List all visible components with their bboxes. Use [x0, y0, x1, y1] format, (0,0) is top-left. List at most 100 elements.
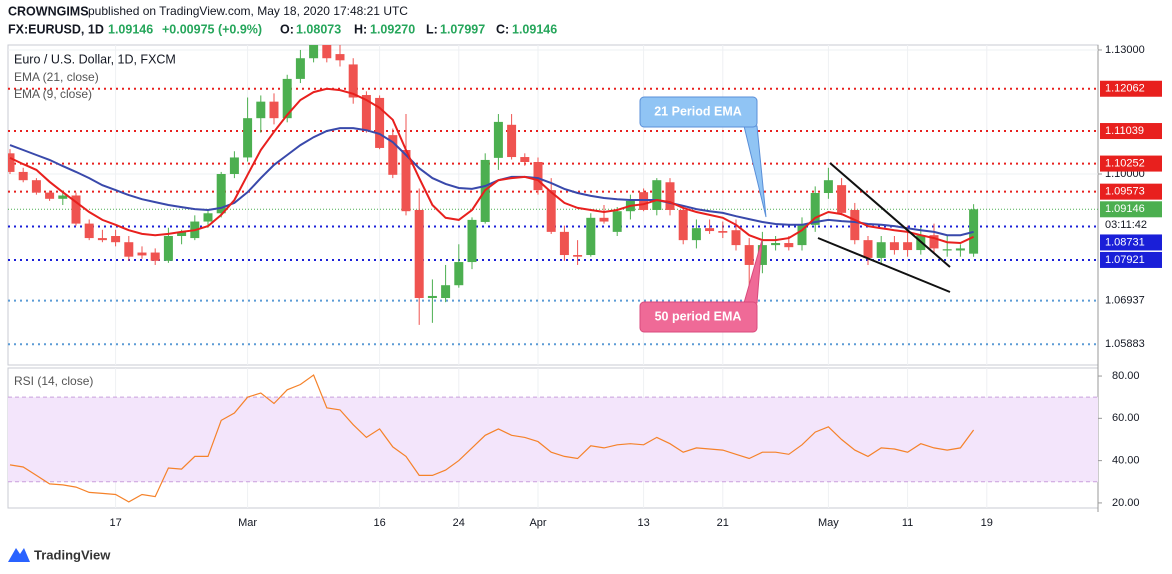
candle-body	[137, 252, 147, 256]
candle-body	[31, 180, 41, 193]
symbol-line: FX:EURUSD, 1D 1.09146 +0.00975 (+0.9%) O…	[8, 22, 557, 36]
candle-body	[507, 124, 517, 158]
ohlc-label: H:	[354, 22, 367, 36]
rsi-y-tick-label: 40.00	[1112, 455, 1140, 467]
candle-body	[586, 217, 596, 256]
level-label-box	[1100, 183, 1162, 200]
ohlc-label: O:	[280, 22, 294, 36]
candle-body	[810, 193, 820, 225]
callout-box	[639, 301, 758, 333]
candle-body	[348, 64, 358, 98]
candle-body	[612, 211, 622, 232]
candle-body	[375, 97, 385, 148]
level-label-box	[1100, 155, 1162, 172]
candle-body	[876, 242, 886, 258]
logo-icon	[8, 548, 30, 562]
last-price-label: 1.09146	[1105, 203, 1145, 215]
ohlc-label: C:	[496, 22, 509, 36]
x-tick-label: May	[818, 517, 839, 529]
candle-body	[678, 209, 688, 241]
candle-body	[309, 45, 319, 59]
x-tick-label: 19	[981, 517, 993, 529]
rsi-y-tick-label: 20.00	[1112, 497, 1140, 509]
candle-body	[533, 162, 543, 191]
level-label: 1.11039	[1105, 125, 1144, 137]
candle-body	[652, 180, 662, 210]
candle-body	[705, 228, 715, 232]
ohlc-value: 1.07997	[440, 22, 485, 36]
ohlc-value: 1.09270	[370, 22, 415, 36]
candle-body	[282, 78, 292, 119]
x-tick-label: 13	[637, 517, 649, 529]
candle-body	[889, 242, 899, 251]
candle-body	[929, 235, 939, 249]
candle-body	[665, 182, 675, 210]
x-tick-label: Mar	[238, 517, 257, 529]
candle-body	[691, 228, 701, 241]
candle-body	[771, 243, 781, 246]
x-tick-label: 17	[109, 517, 121, 529]
legend-entry: EMA (9, close)	[14, 87, 92, 101]
candle-body	[427, 295, 437, 299]
footer-logo	[8, 548, 30, 562]
candle-body	[295, 58, 305, 79]
candle-body	[559, 231, 569, 256]
level-label-box	[1100, 234, 1162, 251]
candle-body	[361, 95, 371, 131]
instrument-title: Euro / U.S. Dollar, 1D, FXCM	[14, 52, 176, 66]
candle-body	[71, 195, 81, 224]
published-info: published on TradingView.com, May 18, 20…	[88, 4, 408, 18]
candle-body	[177, 231, 187, 237]
price-change: +0.00975 (+0.9%)	[162, 22, 262, 36]
candle-body	[955, 248, 965, 251]
callout-pointer	[743, 125, 767, 218]
candle-body	[784, 243, 794, 248]
candle-body	[639, 192, 649, 210]
candle-body	[863, 240, 873, 258]
footer-brand: TradingView	[34, 547, 111, 562]
candle-body	[111, 236, 121, 243]
rsi-band	[8, 397, 1098, 482]
trend-line	[817, 237, 951, 293]
candle-body	[150, 252, 160, 261]
candle-body	[441, 285, 451, 299]
ema-line	[9, 127, 974, 237]
x-tick-label: 11	[902, 517, 913, 529]
candle-body	[546, 190, 556, 232]
level-label-box	[1100, 80, 1162, 97]
candle-body	[388, 135, 398, 175]
candle-body	[903, 242, 913, 251]
callout-text: 21 Period EMA	[654, 104, 742, 118]
rsi-title: RSI (14, close)	[14, 374, 93, 388]
callout: 21 Period EMA	[639, 96, 767, 218]
rsi-y-tick-label: 80.00	[1112, 370, 1140, 382]
price-plot	[8, 45, 1098, 365]
level-label-box	[1100, 123, 1162, 140]
candle-body	[823, 180, 833, 194]
callout-text: 50 period EMA	[655, 309, 742, 323]
candle-body	[203, 213, 213, 222]
candle-body	[401, 150, 411, 212]
trend-line	[829, 162, 951, 268]
candle-body	[493, 121, 503, 158]
level-label: 1.12062	[1105, 83, 1145, 95]
candle-body	[718, 231, 728, 233]
candle-body	[8, 153, 15, 172]
candle-body	[969, 209, 979, 254]
candle-body	[58, 195, 68, 199]
callout: 50 period EMA	[639, 239, 763, 333]
rsi-line	[9, 374, 975, 503]
last-price: 1.09146	[108, 22, 153, 36]
candle-body	[216, 173, 226, 214]
rsi-y-tick-label: 60.00	[1112, 412, 1140, 424]
x-tick-label: 24	[453, 517, 465, 529]
candle-body	[269, 101, 279, 119]
candle-body	[97, 238, 107, 241]
candle-body	[256, 101, 266, 119]
x-tick-label: 16	[373, 517, 385, 529]
axes: 17 Mar 16 24 Apr 13 21 May 11 191.130001.100001.0…	[109, 44, 1162, 529]
candle-body	[599, 217, 609, 222]
candle-body	[454, 262, 464, 286]
level-label: 1.07921	[1105, 254, 1145, 266]
